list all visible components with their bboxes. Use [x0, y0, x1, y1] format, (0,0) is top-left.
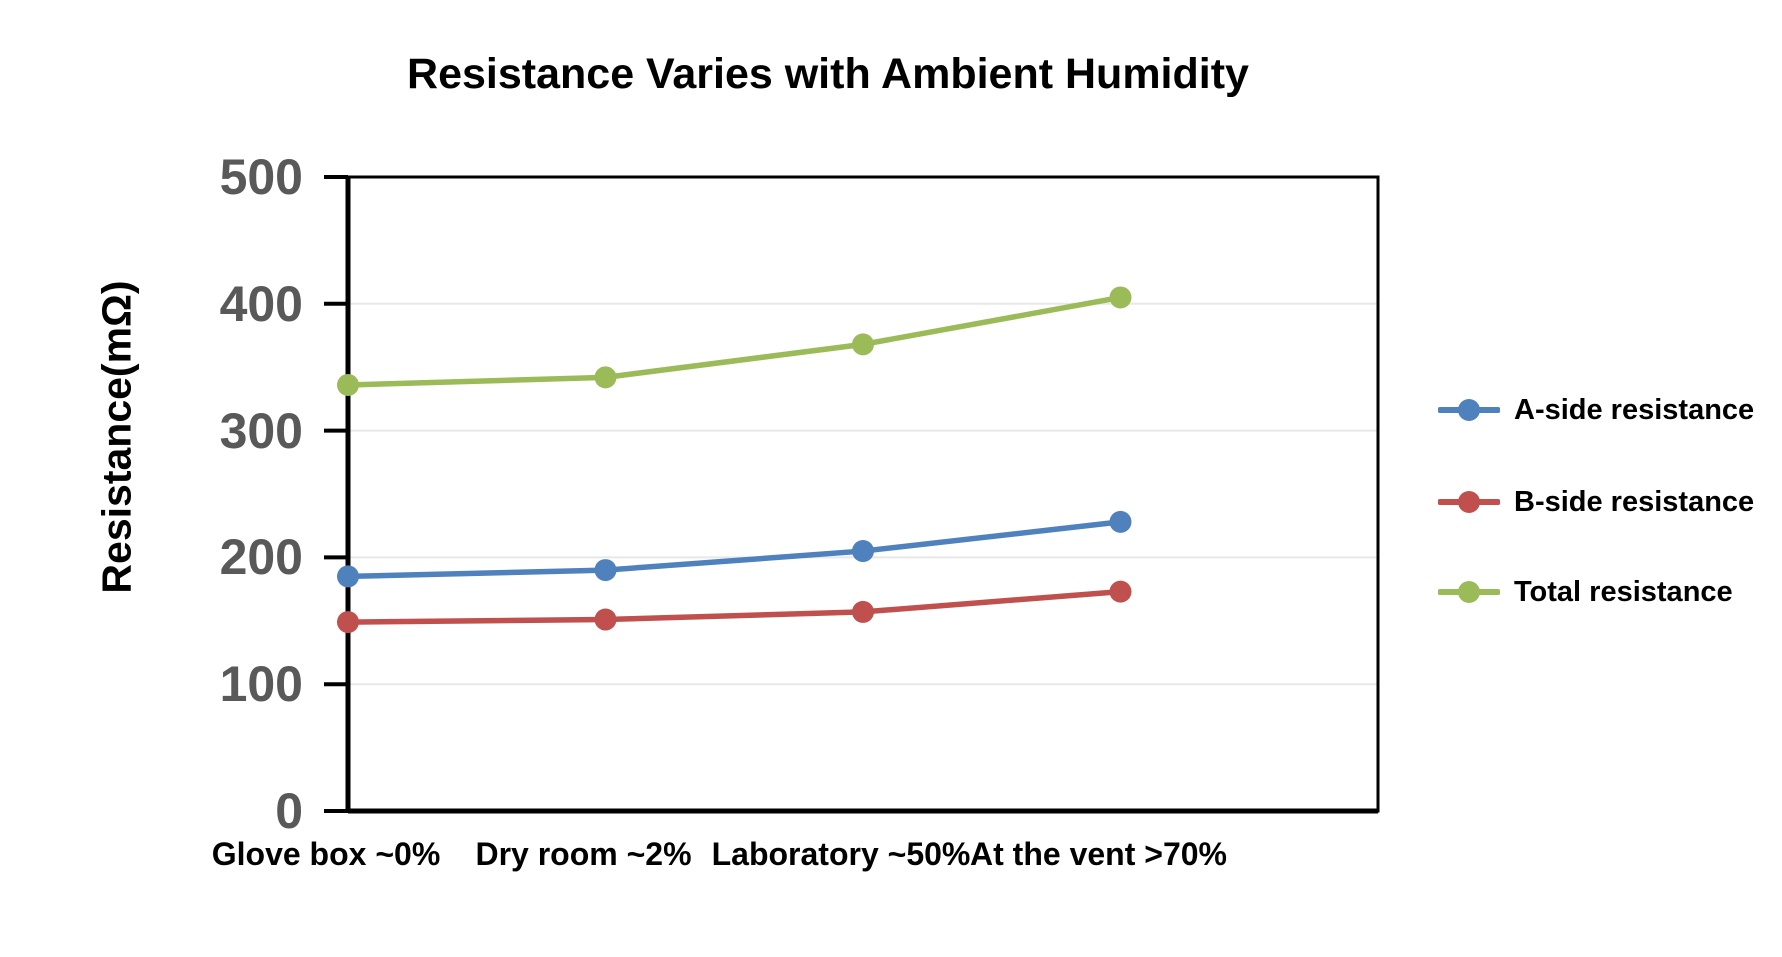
- y-axis-tick-labels: 0 100 200 300 400 500: [0, 149, 303, 839]
- x-tick-label-2: Laboratory ~50%: [711, 836, 971, 872]
- y-tick-label-300: 300: [219, 402, 303, 459]
- y-tick-label-500: 500: [219, 149, 303, 205]
- data-point: [1109, 510, 1132, 533]
- x-tick-label-0: Glove box ~0%: [211, 836, 441, 872]
- legend-label-2: Total resistance: [1514, 575, 1733, 608]
- legend-label-1: B-side resistance: [1514, 485, 1755, 518]
- data-point: [337, 373, 359, 396]
- data-point: [852, 333, 874, 356]
- data-point: [337, 565, 359, 588]
- plot-border: [346, 175, 1380, 813]
- legend-item-2: Total resistance: [1438, 570, 1733, 614]
- legend-label-0: A-side resistance: [1514, 393, 1755, 426]
- data-point: [1109, 286, 1132, 309]
- chart-title: Resistance Varies with Ambient Humidity: [407, 50, 1249, 98]
- data-point: [1109, 580, 1132, 603]
- data-point: [594, 366, 617, 389]
- legend-marker-icon: [1438, 491, 1500, 513]
- series-line-2: [345, 294, 1124, 388]
- series-line-0: [345, 519, 1124, 580]
- x-axis-tick-labels: Glove box ~0% Dry room ~2% Laboratory ~50%…: [0, 836, 1782, 880]
- x-tick-label-1: Dry room ~2%: [475, 836, 692, 872]
- y-tick-label-200: 200: [219, 529, 303, 586]
- legend-item-0: A-side resistance: [1438, 388, 1754, 432]
- y-tick-label-400: 400: [219, 275, 303, 332]
- legend-item-1: B-side resistance: [1438, 480, 1754, 524]
- plot-canvas: [324, 175, 1380, 814]
- data-point: [337, 611, 359, 634]
- x-tick-label-3: At the vent >70%: [970, 836, 1227, 872]
- y-tick-label-0: 0: [275, 783, 303, 839]
- data-point: [594, 559, 617, 582]
- data-point: [594, 608, 617, 631]
- series-line-1: [345, 588, 1124, 625]
- data-point: [852, 540, 874, 563]
- legend-marker-icon: [1438, 581, 1500, 603]
- plot-area: [324, 175, 1380, 814]
- y-tick-label-100: 100: [219, 656, 303, 713]
- legend-marker-icon: [1438, 399, 1500, 421]
- data-point: [852, 600, 874, 623]
